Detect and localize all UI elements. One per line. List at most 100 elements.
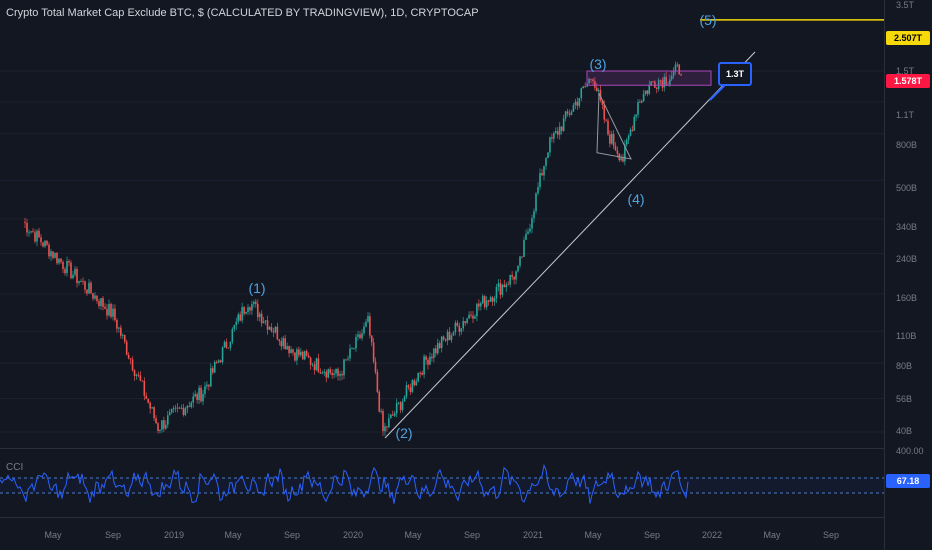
- candle-body: [367, 316, 369, 322]
- candle-body: [174, 407, 177, 409]
- candle-body: [466, 318, 468, 323]
- candle-body: [446, 331, 449, 341]
- candle-body: [495, 286, 498, 299]
- price-tick: 340B: [896, 222, 918, 232]
- candle-body: [403, 396, 406, 402]
- candle-body: [58, 258, 60, 264]
- candle-body: [572, 105, 575, 112]
- candle-body: [235, 321, 238, 326]
- candle-body: [423, 356, 425, 375]
- candle-body: [186, 406, 189, 409]
- time-tick: Sep: [822, 530, 840, 540]
- candle-body: [110, 303, 112, 317]
- candle-body: [390, 414, 392, 419]
- candle-body: [243, 307, 245, 314]
- candle-body: [612, 133, 615, 146]
- candle-body: [229, 341, 232, 348]
- price-tick: 1.1T: [896, 110, 915, 120]
- candle-body: [452, 332, 455, 336]
- candle-body: [513, 276, 515, 280]
- candle-body: [555, 131, 557, 133]
- candle-body: [327, 369, 330, 378]
- price-callout[interactable]: 1.3T: [718, 62, 752, 86]
- candle-body: [84, 281, 86, 290]
- candle-body: [239, 314, 241, 321]
- candle-body: [574, 101, 577, 106]
- candle-body: [654, 81, 656, 88]
- candle-body: [401, 401, 404, 411]
- candle-body: [491, 297, 494, 302]
- candle-body: [100, 298, 102, 307]
- candle-body: [206, 384, 208, 387]
- candle-body: [515, 271, 517, 280]
- candle-body: [648, 85, 651, 94]
- candle-body: [355, 336, 357, 349]
- candle-body: [321, 372, 324, 374]
- candle-body: [478, 303, 480, 307]
- candle-body: [425, 356, 427, 360]
- candle-body: [118, 327, 120, 329]
- price-tick: 160B: [896, 293, 918, 303]
- price-tick: 110B: [896, 331, 917, 341]
- candle-body: [468, 314, 470, 319]
- candle-body: [211, 368, 214, 373]
- candle-body: [204, 386, 206, 394]
- candle-body: [121, 335, 124, 336]
- candle-body: [609, 134, 611, 144]
- price-tick: 56B: [896, 394, 913, 404]
- price-axis[interactable]: [884, 0, 932, 550]
- candle-body: [233, 325, 236, 329]
- candle-body: [280, 341, 283, 347]
- candle-body: [221, 347, 224, 363]
- candle-body: [485, 300, 488, 308]
- candle-body: [539, 173, 541, 188]
- candle-body: [499, 283, 502, 295]
- candle-body: [217, 360, 220, 363]
- candle-body: [86, 289, 88, 294]
- candle-body: [635, 114, 637, 117]
- time-tick: May: [44, 530, 62, 540]
- candle-body: [650, 81, 652, 86]
- candle-body: [570, 111, 573, 115]
- candle-body: [363, 326, 365, 334]
- candle-body: [357, 334, 359, 337]
- candle-body: [104, 306, 106, 309]
- candle-body: [369, 316, 371, 336]
- candle-body: [580, 88, 583, 99]
- candle-body: [365, 321, 367, 327]
- candle-body: [288, 346, 290, 354]
- candle-body: [607, 120, 609, 135]
- candle-body: [535, 193, 537, 212]
- candle-body: [290, 349, 292, 354]
- time-tick: Sep: [104, 530, 122, 540]
- candle-body: [262, 321, 265, 324]
- candle-body: [135, 374, 138, 376]
- candle-body: [433, 348, 435, 359]
- candle-body: [44, 240, 46, 247]
- candle-body: [386, 426, 388, 428]
- candle-body: [278, 339, 281, 342]
- candle-body: [270, 327, 273, 332]
- candle-body: [448, 331, 451, 341]
- candle-body: [72, 274, 74, 279]
- candle-body: [464, 321, 466, 323]
- candle-body: [584, 86, 586, 88]
- candle-body: [231, 328, 234, 342]
- candle-body: [139, 375, 142, 381]
- price-tick: 3.5T: [896, 0, 915, 10]
- candle-body: [133, 370, 136, 376]
- candle-body: [284, 338, 286, 350]
- candle-body: [98, 301, 100, 307]
- candle-body: [165, 424, 167, 429]
- candle-body: [62, 261, 64, 270]
- candle-body: [303, 351, 306, 360]
- candle-body: [444, 339, 447, 341]
- time-tick: 2020: [342, 530, 364, 540]
- candle-body: [480, 303, 482, 307]
- pane-separator[interactable]: [0, 448, 884, 449]
- candle-body: [592, 79, 594, 82]
- candle-body: [605, 119, 607, 121]
- candle-body: [672, 70, 675, 76]
- candle-body: [458, 325, 461, 332]
